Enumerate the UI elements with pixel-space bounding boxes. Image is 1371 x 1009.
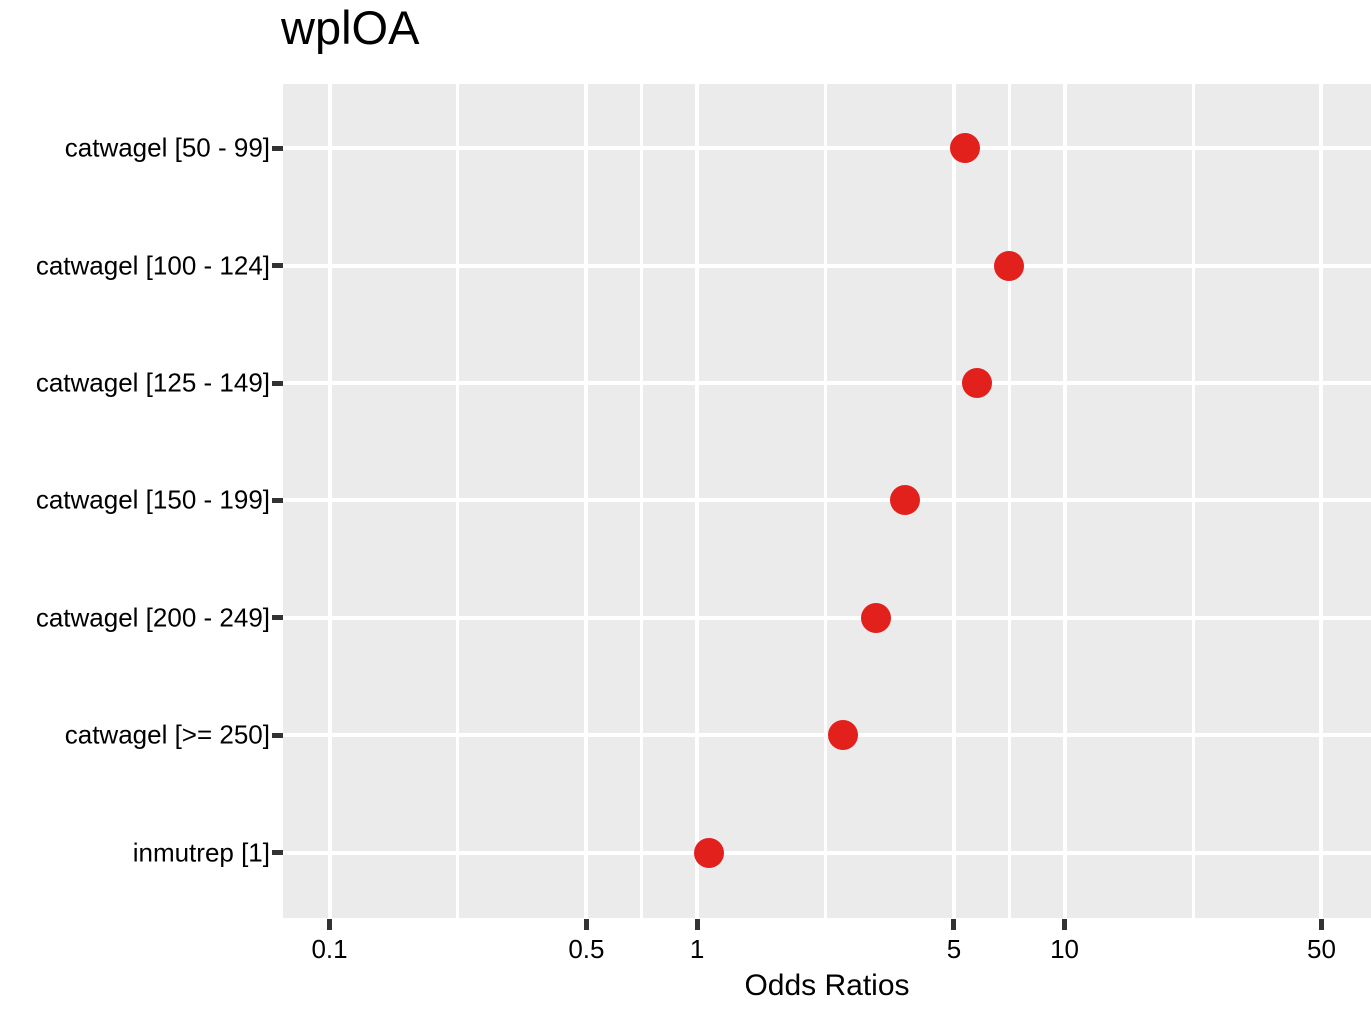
x-axis-tick [1062, 919, 1068, 930]
major-gridline-horizontal [283, 263, 1371, 268]
x-axis-tick [583, 919, 589, 930]
y-axis-tick [272, 850, 283, 856]
major-gridline-horizontal [283, 733, 1371, 738]
y-axis-tick [272, 145, 283, 151]
x-axis-tick-label: 10 [1050, 934, 1080, 964]
plot-title: wplOA [281, 1, 420, 54]
y-axis-label: catwagel [100 - 124] [35, 250, 270, 281]
major-gridline-horizontal [283, 498, 1371, 503]
x-axis-tick [951, 919, 957, 930]
odds-ratio-point [890, 485, 921, 516]
x-axis-tick-label: 50 [1306, 934, 1336, 964]
y-axis-tick [272, 497, 283, 503]
y-axis-label: catwagel [200 - 249] [35, 602, 270, 633]
odds-ratio-point [694, 837, 725, 868]
odds-ratio-point [861, 602, 892, 633]
x-axis-tick [1318, 919, 1324, 930]
y-axis-label: inmutrep [1] [132, 837, 270, 868]
odds-ratio-point [828, 720, 859, 751]
x-axis-title: Odds Ratios [744, 969, 910, 1002]
y-axis-tick [272, 732, 283, 738]
odds-ratio-point [962, 368, 993, 399]
major-gridline-horizontal [283, 381, 1371, 386]
x-axis-tick-label: 0.1 [311, 934, 348, 964]
odds-ratio-point [950, 133, 981, 164]
odds-ratio-point [994, 250, 1024, 281]
y-axis-tick [272, 380, 283, 386]
plot-panel [283, 84, 1371, 918]
major-gridline-horizontal [283, 146, 1371, 151]
x-axis-tick-label: 5 [946, 934, 962, 964]
y-axis-tick [272, 615, 283, 621]
major-gridline-horizontal [283, 850, 1371, 855]
x-axis-tick [327, 919, 333, 930]
x-axis-tick [694, 919, 700, 930]
x-axis-tick-label: 0.5 [568, 934, 605, 964]
y-axis-label: catwagel [150 - 199] [35, 484, 270, 515]
x-axis-tick-label: 1 [689, 934, 705, 964]
y-axis-tick [272, 263, 283, 269]
y-axis-label: catwagel [125 - 149] [35, 367, 270, 398]
major-gridline-horizontal [283, 615, 1371, 620]
y-axis-label: catwagel [50 - 99] [64, 132, 270, 163]
y-axis-label: catwagel [>= 250] [64, 719, 270, 750]
